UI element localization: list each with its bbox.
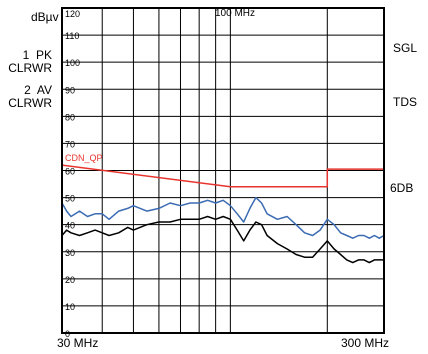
x-start-label: 30 MHz	[57, 336, 99, 350]
y-tick-label: 90	[65, 85, 75, 95]
trace2-number: 2	[24, 83, 31, 97]
y-tick-label: 10	[65, 302, 75, 312]
limit-line	[61, 164, 384, 188]
y-tick-label: 80	[65, 112, 75, 122]
x-marker-label: 100 MHz	[215, 8, 255, 19]
offset-label: 6DB	[390, 181, 414, 195]
trace1-number: 1	[22, 48, 30, 62]
y-tick-label: 20	[65, 275, 75, 285]
x-end-label: 300 MHz	[341, 336, 390, 350]
sweep-mode-label: SGL	[393, 41, 418, 55]
y-tick-label: 110	[65, 31, 79, 41]
series-layer	[61, 164, 385, 264]
trace2-detector: AV	[36, 83, 52, 97]
y-tick-label: 70	[65, 139, 75, 149]
tds-label: TDS	[393, 95, 417, 109]
y-tick-label: 100	[65, 58, 80, 68]
y-tick-label: 120	[65, 9, 80, 19]
grid-layer	[62, 7, 385, 334]
plot-frame	[61, 7, 385, 334]
y-tick-label: 60	[65, 167, 75, 177]
y-tick-label: 50	[65, 194, 75, 204]
y-tick-label: 40	[65, 221, 75, 231]
trace2-mode: CLRWR	[8, 96, 52, 110]
y-tick-label: 30	[65, 248, 75, 258]
trace2-label: 2 AV CLRWR	[8, 84, 52, 110]
trace1-mode: CLRWR	[8, 61, 52, 75]
unit-label: dBµv	[31, 10, 59, 24]
limit-line-label: CDN_QP	[65, 153, 103, 163]
trace1-detector: PK	[35, 48, 52, 62]
trace1-line	[61, 196, 385, 239]
trace2-line	[61, 215, 384, 264]
trace1-label: 1 PK CLRWR	[8, 49, 52, 75]
